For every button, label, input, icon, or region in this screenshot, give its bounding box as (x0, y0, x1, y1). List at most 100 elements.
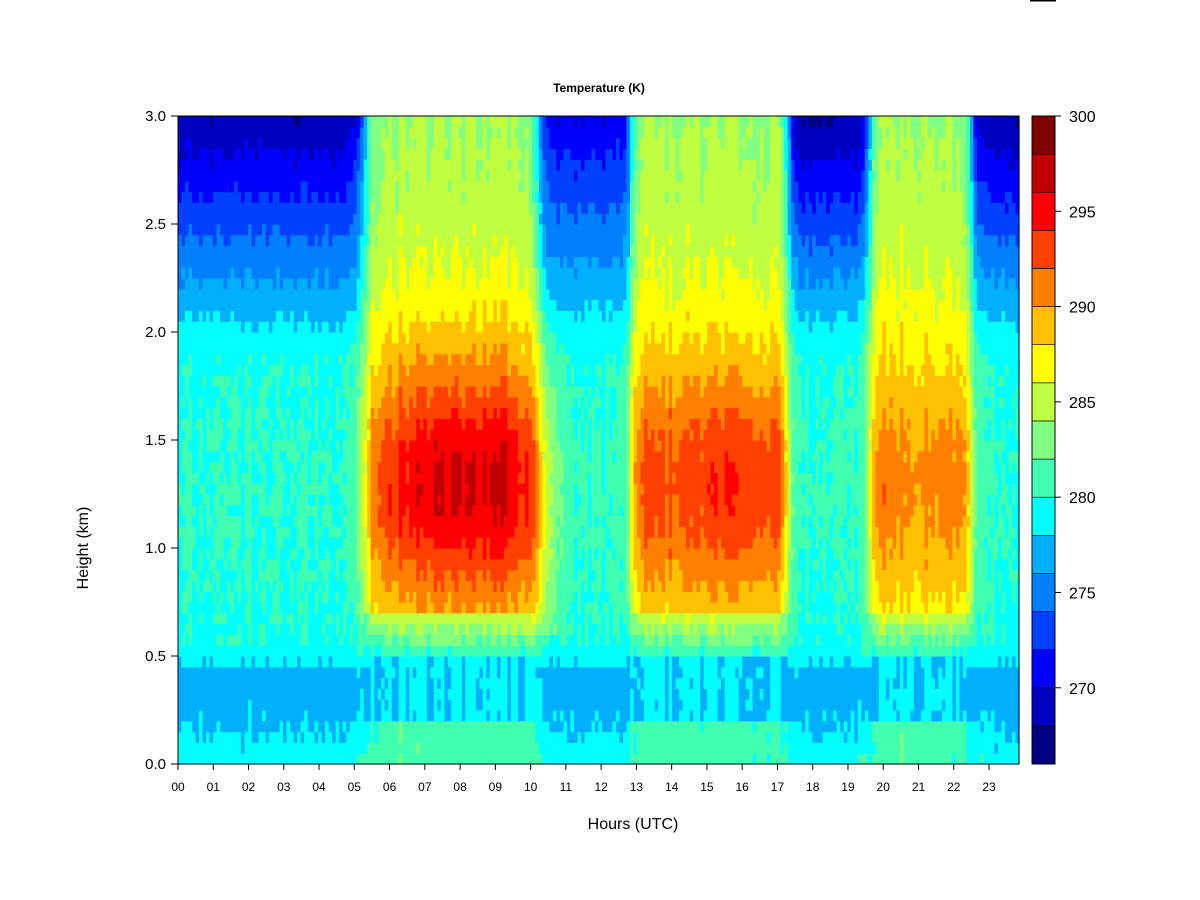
heatmap-cell (318, 418, 323, 430)
heatmap-cell (349, 677, 354, 689)
heatmap-cell (349, 720, 354, 733)
heatmap-cell (381, 126, 386, 139)
heatmap-cell (405, 461, 410, 473)
heatmap-cell (440, 396, 445, 409)
heatmap-cell (185, 569, 190, 581)
heatmap-cell (447, 710, 452, 722)
heatmap-cell (216, 245, 221, 257)
heatmap-cell (433, 342, 438, 355)
heatmap-cell (447, 116, 452, 128)
heatmap-cell (346, 634, 351, 646)
heatmap-cell (374, 515, 379, 527)
heatmap-cell (314, 537, 319, 549)
heatmap-cell (437, 699, 442, 711)
heatmap-cell (269, 472, 274, 484)
heatmap-cell (458, 342, 463, 355)
heatmap-cell (209, 299, 214, 311)
heatmap-cell (384, 602, 389, 614)
heatmap-cell (360, 159, 365, 171)
heatmap-cell (304, 375, 309, 387)
heatmap-cell (195, 407, 200, 419)
heatmap-cell (223, 494, 228, 506)
heatmap-cell (192, 515, 197, 527)
heatmap-cell (447, 504, 452, 517)
heatmap-cell (335, 342, 340, 355)
heatmap-cell (454, 569, 459, 581)
heatmap-cell (230, 558, 235, 571)
heatmap-cell (311, 299, 316, 311)
heatmap-cell (213, 645, 218, 657)
heatmap-cell (265, 440, 270, 452)
heatmap-cell (188, 580, 193, 592)
heatmap-cell (444, 580, 449, 592)
heatmap-cell (223, 731, 228, 743)
heatmap-cell (199, 753, 204, 765)
heatmap-cell (251, 126, 256, 139)
heatmap-cell (199, 656, 204, 668)
heatmap-cell (384, 310, 389, 322)
heatmap-cell (468, 602, 473, 614)
heatmap-cell (300, 353, 305, 365)
heatmap-cell (416, 602, 421, 614)
heatmap-cell (272, 180, 277, 193)
heatmap-cell (402, 137, 407, 149)
heatmap-cell (202, 677, 207, 689)
heatmap-cell (409, 569, 414, 581)
heatmap-cell (391, 677, 396, 689)
heatmap-cell (360, 526, 365, 538)
heatmap-cell (251, 396, 256, 409)
heatmap-cell (335, 310, 340, 322)
heatmap-cell (300, 504, 305, 517)
heatmap-cell (220, 537, 225, 549)
heatmap-cell (381, 450, 386, 463)
heatmap-cell (255, 461, 260, 473)
heatmap-cell (188, 375, 193, 387)
heatmap-cell (346, 591, 351, 603)
heatmap-cell (395, 612, 400, 625)
heatmap-cell (265, 461, 270, 473)
heatmap-cell (248, 591, 253, 603)
heatmap-cell (447, 310, 452, 322)
heatmap-cell (426, 332, 431, 344)
heatmap-cell (269, 116, 274, 128)
heatmap-cell (423, 159, 428, 171)
heatmap-cell (458, 375, 463, 387)
heatmap-cell (423, 170, 428, 182)
heatmap-cell (405, 753, 410, 765)
heatmap-cell (447, 645, 452, 657)
heatmap-cell (377, 321, 382, 333)
heatmap-cell (416, 558, 421, 571)
heatmap-cell (300, 429, 305, 441)
heatmap-cell (405, 396, 410, 409)
heatmap-cell (213, 483, 218, 495)
heatmap-cell (370, 591, 375, 603)
heatmap-cell (398, 321, 403, 333)
heatmap-cell (444, 569, 449, 581)
heatmap-cell (223, 450, 228, 463)
heatmap-cell (181, 720, 186, 733)
heatmap-cell (332, 170, 337, 182)
heatmap-cell (381, 170, 386, 182)
heatmap-cell (398, 677, 403, 689)
heatmap-cell (360, 656, 365, 668)
heatmap-cell (279, 753, 284, 765)
heatmap-cell (395, 288, 400, 301)
heatmap-cell (241, 116, 246, 128)
heatmap-cell (178, 224, 183, 236)
heatmap-cell (461, 548, 466, 560)
heatmap-cell (360, 472, 365, 484)
heatmap-cell (384, 180, 389, 193)
heatmap-cell (318, 494, 323, 506)
heatmap-cell (206, 494, 211, 506)
heatmap-cell (447, 342, 452, 355)
heatmap-cell (402, 656, 407, 668)
heatmap-cell (454, 677, 459, 689)
heatmap-cell (209, 537, 214, 549)
heatmap-cell (342, 137, 347, 149)
heatmap-cell (412, 526, 417, 538)
heatmap-cell (440, 180, 445, 193)
heatmap-cell (244, 623, 249, 635)
heatmap-cell (258, 580, 263, 592)
heatmap-cell (251, 234, 256, 247)
heatmap-cell (202, 666, 207, 679)
